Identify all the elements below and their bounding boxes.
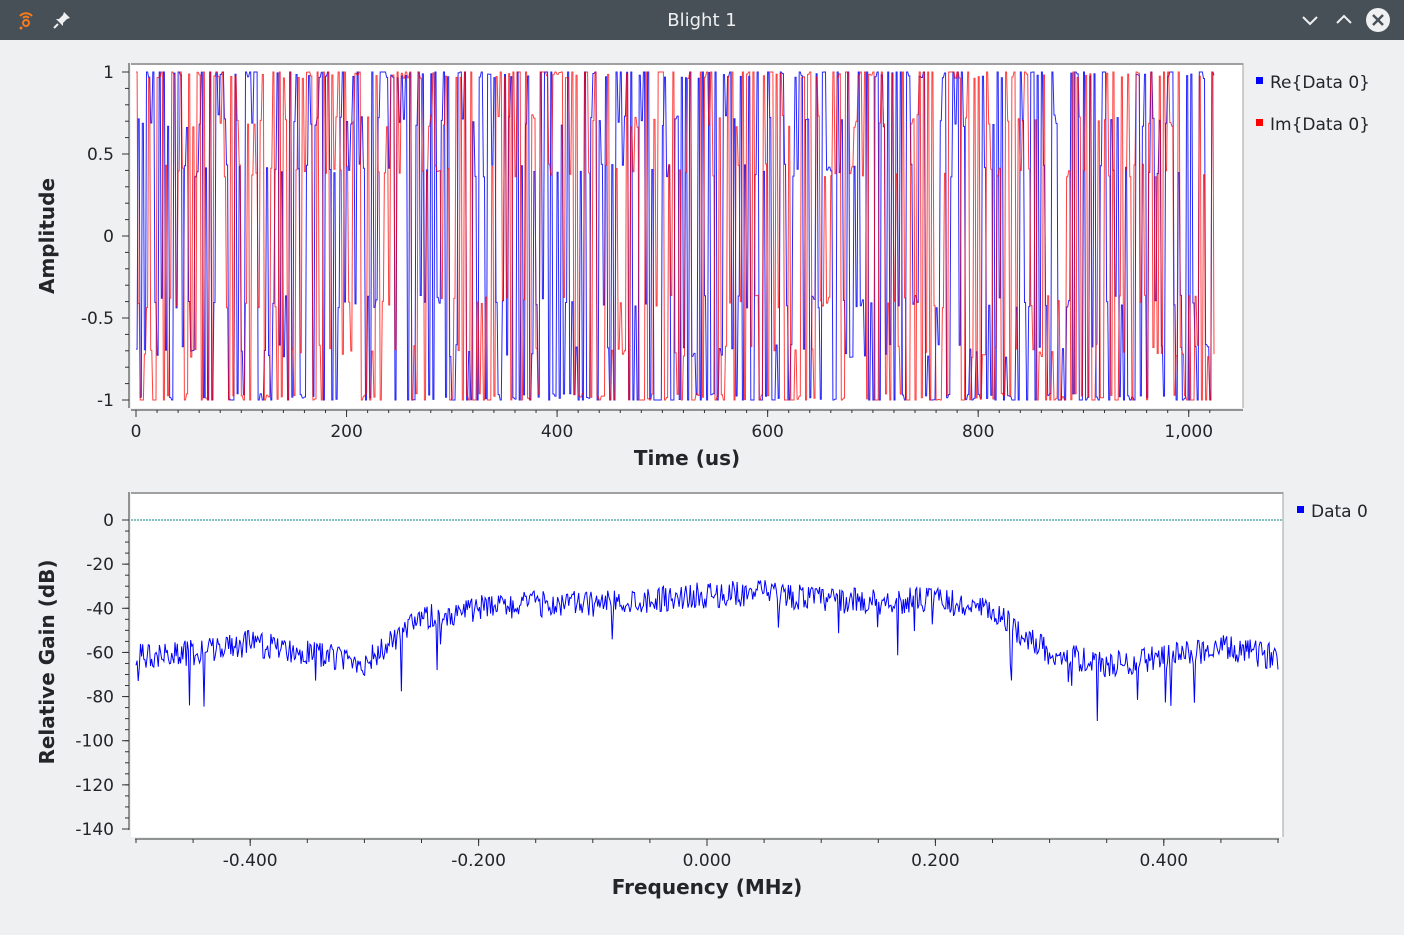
app-icon	[19, 12, 33, 30]
maximize-icon[interactable]	[1332, 8, 1356, 32]
time-x-tick-label: 800	[962, 422, 994, 442]
window-client: 1 0.5 0 -0.5 -1 0 200 400 600 800 1,000 Amplitude …	[0, 40, 1404, 931]
freq-y-tick-label: 0	[103, 511, 114, 531]
freq-y-tick-label: -80	[86, 688, 114, 708]
freq-x-tick-label: -0.400	[223, 851, 278, 871]
window-title: Blight 1	[667, 10, 737, 31]
time-y-tick-label: -0.5	[81, 309, 114, 329]
freq-x-label: Frequency (MHz)	[612, 875, 803, 899]
freq-series-group	[135, 580, 1279, 722]
time-series-line-im	[136, 71, 1215, 401]
freq-y-tick-label: -140	[75, 820, 114, 840]
time-x-label: Time (us)	[634, 446, 740, 470]
time-x-tick-label: 1,000	[1164, 422, 1213, 442]
freq-y-tick-label: -40	[86, 599, 114, 619]
time-y-tick-label: 0.5	[87, 145, 114, 165]
freq-x-tick-label: -0.200	[451, 851, 506, 871]
freq-x-tick-label: 0.400	[1139, 851, 1188, 871]
time-x-tick-label: 200	[330, 422, 362, 442]
legend-swatch-im	[1256, 119, 1263, 126]
minimize-icon[interactable]	[1298, 8, 1322, 32]
freq-plot: 0 -20 -40 -60 -80 -100 -120 -140 -0.400 -0.200 0.0…	[35, 492, 1368, 899]
plots-canvas: 10.50-0.5-10 200 400 600 800 1,000 Amplitude …	[35, 63, 1370, 899]
freq-series-line-data0	[135, 580, 1279, 722]
freq-y-tick-label: -60	[86, 643, 114, 663]
time-plot: 10.50-0.5-10 200 400 600 800 1,000 Amplitude …	[35, 63, 1370, 470]
freq-x-tick-label: 0.000	[683, 851, 732, 871]
pin-icon[interactable]	[50, 8, 74, 32]
freq-legend: Data 0	[1297, 502, 1368, 522]
legend-label-re[interactable]: Re{Data 0}	[1270, 73, 1370, 93]
close-icon[interactable]	[1366, 8, 1390, 32]
time-y-tick-label: -1	[97, 391, 114, 411]
time-y-label: Amplitude	[35, 178, 59, 294]
time-x-tick-label: 600	[751, 422, 783, 442]
time-x-tick-label: 0	[131, 422, 142, 442]
legend-swatch-re	[1256, 77, 1263, 84]
time-x-tick-label: 400	[541, 422, 573, 442]
freq-y-tick-label: -100	[75, 732, 114, 752]
legend-label-data0[interactable]: Data 0	[1311, 502, 1368, 522]
freq-y-tick-label: -20	[86, 555, 114, 575]
time-y-tick-label: 0	[103, 227, 114, 247]
window-titlebar: Blight 1	[0, 0, 1404, 40]
freq-y-tick-label: -120	[75, 776, 114, 796]
time-series-group	[136, 71, 1215, 401]
time-y-tick-label: 1	[103, 63, 114, 83]
legend-label-im[interactable]: Im{Data 0}	[1270, 115, 1370, 135]
freq-y-label: Relative Gain (dB)	[35, 559, 59, 764]
time-legend: Re{Data 0} Im{Data 0}	[1256, 73, 1370, 135]
legend-swatch-data0	[1297, 506, 1304, 513]
freq-x-tick-label: 0.200	[911, 851, 960, 871]
